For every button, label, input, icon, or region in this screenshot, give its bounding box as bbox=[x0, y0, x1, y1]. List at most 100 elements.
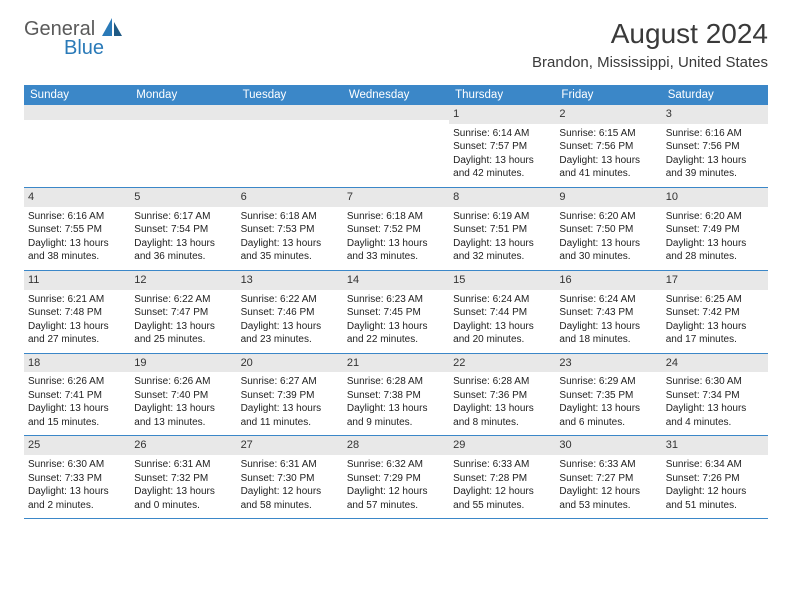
day2-text: and 55 minutes. bbox=[453, 499, 551, 513]
day1-text: Daylight: 12 hours bbox=[347, 485, 445, 499]
weekday-thursday: Thursday bbox=[449, 85, 555, 105]
day-number: 5 bbox=[130, 188, 236, 207]
sunrise-text: Sunrise: 6:16 AM bbox=[666, 127, 764, 141]
day2-text: and 2 minutes. bbox=[28, 499, 126, 513]
day-cell: 28Sunrise: 6:32 AMSunset: 7:29 PMDayligh… bbox=[343, 436, 449, 518]
sunrise-text: Sunrise: 6:16 AM bbox=[28, 210, 126, 224]
sunrise-text: Sunrise: 6:22 AM bbox=[134, 293, 232, 307]
sunrise-text: Sunrise: 6:21 AM bbox=[28, 293, 126, 307]
day2-text: and 42 minutes. bbox=[453, 167, 551, 181]
day-number: 19 bbox=[130, 354, 236, 373]
day1-text: Daylight: 13 hours bbox=[559, 237, 657, 251]
week-row: 1Sunrise: 6:14 AMSunset: 7:57 PMDaylight… bbox=[24, 105, 768, 188]
sunset-text: Sunset: 7:57 PM bbox=[453, 140, 551, 154]
sunrise-text: Sunrise: 6:30 AM bbox=[666, 375, 764, 389]
empty-day-cell bbox=[343, 105, 449, 187]
day2-text: and 33 minutes. bbox=[347, 250, 445, 264]
day2-text: and 6 minutes. bbox=[559, 416, 657, 430]
day2-text: and 23 minutes. bbox=[241, 333, 339, 347]
sunrise-text: Sunrise: 6:15 AM bbox=[559, 127, 657, 141]
sunset-text: Sunset: 7:55 PM bbox=[28, 223, 126, 237]
day-cell: 5Sunrise: 6:17 AMSunset: 7:54 PMDaylight… bbox=[130, 188, 236, 270]
sunset-text: Sunset: 7:47 PM bbox=[134, 306, 232, 320]
day-number: 18 bbox=[24, 354, 130, 373]
day-number: 28 bbox=[343, 436, 449, 455]
day1-text: Daylight: 13 hours bbox=[347, 320, 445, 334]
sunrise-text: Sunrise: 6:25 AM bbox=[666, 293, 764, 307]
day1-text: Daylight: 13 hours bbox=[453, 237, 551, 251]
day1-text: Daylight: 13 hours bbox=[134, 237, 232, 251]
day2-text: and 28 minutes. bbox=[666, 250, 764, 264]
sunrise-text: Sunrise: 6:31 AM bbox=[241, 458, 339, 472]
sunrise-text: Sunrise: 6:30 AM bbox=[28, 458, 126, 472]
day1-text: Daylight: 13 hours bbox=[134, 402, 232, 416]
day1-text: Daylight: 13 hours bbox=[453, 320, 551, 334]
day2-text: and 11 minutes. bbox=[241, 416, 339, 430]
day2-text: and 35 minutes. bbox=[241, 250, 339, 264]
day-number bbox=[343, 105, 449, 120]
day1-text: Daylight: 13 hours bbox=[666, 154, 764, 168]
day-number: 21 bbox=[343, 354, 449, 373]
day-cell: 27Sunrise: 6:31 AMSunset: 7:30 PMDayligh… bbox=[237, 436, 343, 518]
calendar: SundayMondayTuesdayWednesdayThursdayFrid… bbox=[24, 85, 768, 519]
day-number: 22 bbox=[449, 354, 555, 373]
sunset-text: Sunset: 7:38 PM bbox=[347, 389, 445, 403]
title-block: August 2024 Brandon, Mississippi, United… bbox=[532, 18, 768, 71]
sunset-text: Sunset: 7:27 PM bbox=[559, 472, 657, 486]
weekday-wednesday: Wednesday bbox=[343, 85, 449, 105]
sunset-text: Sunset: 7:41 PM bbox=[28, 389, 126, 403]
empty-day-cell bbox=[24, 105, 130, 187]
day-number: 8 bbox=[449, 188, 555, 207]
week-row: 18Sunrise: 6:26 AMSunset: 7:41 PMDayligh… bbox=[24, 354, 768, 437]
day-number: 30 bbox=[555, 436, 661, 455]
day1-text: Daylight: 13 hours bbox=[241, 237, 339, 251]
sunrise-text: Sunrise: 6:29 AM bbox=[559, 375, 657, 389]
day2-text: and 9 minutes. bbox=[347, 416, 445, 430]
day2-text: and 25 minutes. bbox=[134, 333, 232, 347]
weekday-friday: Friday bbox=[555, 85, 661, 105]
day-number: 15 bbox=[449, 271, 555, 290]
day-cell: 31Sunrise: 6:34 AMSunset: 7:26 PMDayligh… bbox=[662, 436, 768, 518]
day-cell: 2Sunrise: 6:15 AMSunset: 7:56 PMDaylight… bbox=[555, 105, 661, 187]
day-cell: 4Sunrise: 6:16 AMSunset: 7:55 PMDaylight… bbox=[24, 188, 130, 270]
day-number: 26 bbox=[130, 436, 236, 455]
sunset-text: Sunset: 7:35 PM bbox=[559, 389, 657, 403]
sunrise-text: Sunrise: 6:24 AM bbox=[559, 293, 657, 307]
sunset-text: Sunset: 7:50 PM bbox=[559, 223, 657, 237]
day2-text: and 38 minutes. bbox=[28, 250, 126, 264]
month-title: August 2024 bbox=[532, 18, 768, 50]
day1-text: Daylight: 12 hours bbox=[666, 485, 764, 499]
day-number bbox=[237, 105, 343, 120]
day-cell: 22Sunrise: 6:28 AMSunset: 7:36 PMDayligh… bbox=[449, 354, 555, 436]
day-number: 20 bbox=[237, 354, 343, 373]
day-number: 11 bbox=[24, 271, 130, 290]
day-cell: 16Sunrise: 6:24 AMSunset: 7:43 PMDayligh… bbox=[555, 271, 661, 353]
day1-text: Daylight: 13 hours bbox=[453, 154, 551, 168]
day2-text: and 53 minutes. bbox=[559, 499, 657, 513]
day-number: 4 bbox=[24, 188, 130, 207]
day-cell: 11Sunrise: 6:21 AMSunset: 7:48 PMDayligh… bbox=[24, 271, 130, 353]
day-number: 29 bbox=[449, 436, 555, 455]
day-cell: 12Sunrise: 6:22 AMSunset: 7:47 PMDayligh… bbox=[130, 271, 236, 353]
day-cell: 7Sunrise: 6:18 AMSunset: 7:52 PMDaylight… bbox=[343, 188, 449, 270]
day1-text: Daylight: 13 hours bbox=[134, 320, 232, 334]
day1-text: Daylight: 12 hours bbox=[453, 485, 551, 499]
empty-day-cell bbox=[237, 105, 343, 187]
sunset-text: Sunset: 7:32 PM bbox=[134, 472, 232, 486]
day2-text: and 51 minutes. bbox=[666, 499, 764, 513]
day1-text: Daylight: 12 hours bbox=[559, 485, 657, 499]
sunrise-text: Sunrise: 6:17 AM bbox=[134, 210, 232, 224]
day1-text: Daylight: 13 hours bbox=[666, 402, 764, 416]
day1-text: Daylight: 13 hours bbox=[28, 485, 126, 499]
sunset-text: Sunset: 7:29 PM bbox=[347, 472, 445, 486]
day1-text: Daylight: 13 hours bbox=[559, 320, 657, 334]
sunset-text: Sunset: 7:43 PM bbox=[559, 306, 657, 320]
sunset-text: Sunset: 7:30 PM bbox=[241, 472, 339, 486]
sunset-text: Sunset: 7:46 PM bbox=[241, 306, 339, 320]
day-number bbox=[130, 105, 236, 120]
sunrise-text: Sunrise: 6:28 AM bbox=[347, 375, 445, 389]
weekday-sunday: Sunday bbox=[24, 85, 130, 105]
day-number: 23 bbox=[555, 354, 661, 373]
day-cell: 17Sunrise: 6:25 AMSunset: 7:42 PMDayligh… bbox=[662, 271, 768, 353]
sunrise-text: Sunrise: 6:27 AM bbox=[241, 375, 339, 389]
